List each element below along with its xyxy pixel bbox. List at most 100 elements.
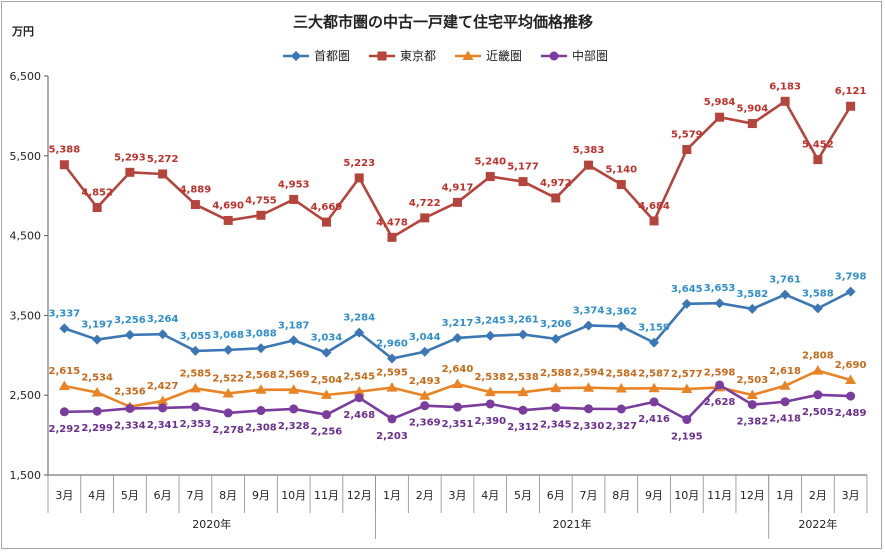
point-marker — [845, 286, 856, 297]
point-marker — [91, 386, 103, 397]
point-marker — [747, 119, 757, 129]
data-label: 2,356 — [114, 387, 146, 398]
point-marker — [485, 172, 495, 182]
data-label: 4,972 — [540, 178, 572, 189]
x-tick-label: 6月 — [547, 489, 565, 502]
data-label: 5,177 — [507, 162, 539, 173]
legend-label: 首都圏 — [314, 49, 350, 63]
data-label: 5,140 — [605, 165, 637, 176]
point-marker — [813, 390, 823, 400]
point-marker — [291, 51, 301, 61]
data-label: 2,292 — [49, 424, 81, 435]
y-tick-label: 3,500 — [10, 309, 42, 322]
data-label: 2,960 — [376, 338, 408, 349]
point-marker — [648, 382, 660, 393]
point-marker — [387, 232, 397, 242]
data-label: 2,493 — [409, 376, 441, 387]
x-tick-label: 10月 — [674, 489, 699, 502]
point-marker — [616, 180, 626, 190]
point-marker — [59, 407, 69, 417]
data-label: 2,195 — [671, 432, 703, 443]
point-marker — [288, 384, 300, 394]
x-tick-label: 4月 — [481, 489, 499, 502]
data-label: 2,416 — [638, 414, 670, 425]
x-tick-label: 7月 — [186, 489, 204, 502]
point-marker — [58, 380, 70, 391]
data-label: 2,299 — [81, 423, 113, 434]
data-label: 4,684 — [638, 201, 670, 212]
point-marker — [256, 406, 266, 416]
data-label: 2,345 — [540, 420, 572, 431]
data-label: 2,598 — [704, 367, 736, 378]
data-label: 3,261 — [507, 314, 539, 325]
point-marker — [320, 389, 332, 399]
data-label: 3,044 — [409, 332, 441, 343]
data-label: 6,183 — [769, 81, 801, 92]
data-label: 2,256 — [311, 427, 343, 438]
point-marker — [419, 390, 431, 400]
legend-label: 中部圏 — [572, 48, 608, 63]
point-marker — [715, 112, 725, 122]
point-marker — [386, 382, 398, 392]
point-marker — [682, 144, 692, 154]
data-label: 2,341 — [147, 420, 179, 431]
x-tick-label: 4月 — [88, 489, 106, 502]
point-marker — [681, 298, 692, 309]
data-label: 2,489 — [835, 408, 867, 419]
point-marker — [453, 197, 462, 207]
x-tick-label: 9月 — [645, 489, 663, 502]
data-label: 2,808 — [802, 351, 834, 362]
point-marker — [616, 321, 627, 332]
y-tick-label: 4,500 — [10, 230, 42, 243]
data-label: 2,203 — [376, 431, 408, 442]
point-marker — [649, 216, 659, 226]
data-label: 2,278 — [212, 425, 244, 436]
point-marker — [125, 403, 135, 413]
data-label: 3,653 — [704, 283, 736, 294]
y-axis-unit: 万円 — [11, 25, 34, 38]
chart-title: 三大都市圏の中古一戸建て住宅平均価格推移 — [293, 13, 593, 31]
point-marker — [484, 386, 496, 397]
data-label: 2,522 — [212, 373, 244, 384]
point-marker — [255, 343, 266, 354]
data-label: 3,284 — [343, 313, 375, 324]
data-label: 5,388 — [49, 145, 81, 156]
series-layer — [58, 96, 857, 425]
data-label: 2,538 — [507, 372, 539, 383]
x-tick-label: 1月 — [383, 489, 401, 502]
point-marker — [551, 403, 561, 413]
point-marker — [550, 333, 561, 344]
data-label: 5,579 — [671, 129, 703, 140]
data-label: 2,418 — [769, 414, 801, 425]
data-label: 2,308 — [245, 423, 277, 434]
point-marker — [223, 408, 233, 418]
data-label: 2,615 — [49, 366, 81, 377]
point-marker — [462, 50, 474, 60]
data-label: 3,034 — [311, 333, 343, 344]
point-marker — [255, 384, 267, 394]
legend: 首都圏 東京都 近畿圏 中部圏 — [283, 48, 608, 63]
data-label: 2,545 — [343, 372, 375, 383]
point-marker — [715, 380, 725, 390]
point-marker — [518, 405, 528, 415]
point-marker — [517, 386, 529, 397]
point-marker — [551, 193, 561, 203]
x-tick-label: 10月 — [281, 489, 306, 502]
data-label: 5,452 — [802, 140, 834, 151]
point-marker — [550, 382, 562, 393]
data-label: 4,755 — [245, 195, 277, 206]
point-marker — [615, 382, 627, 393]
data-label: 2,640 — [442, 364, 474, 375]
data-label: 3,217 — [442, 318, 474, 329]
data-label: 2,587 — [638, 368, 670, 379]
data-label: 4,889 — [180, 185, 212, 196]
y-tick-label: 5,500 — [10, 150, 42, 163]
x-tick-label: 11月 — [314, 489, 339, 502]
data-label: 2,595 — [376, 368, 408, 379]
data-label: 5,223 — [343, 158, 375, 169]
data-label: 3,245 — [474, 316, 506, 327]
x-tick-label: 3月 — [449, 489, 467, 502]
point-marker — [845, 374, 857, 385]
data-label: 3,362 — [605, 306, 637, 317]
